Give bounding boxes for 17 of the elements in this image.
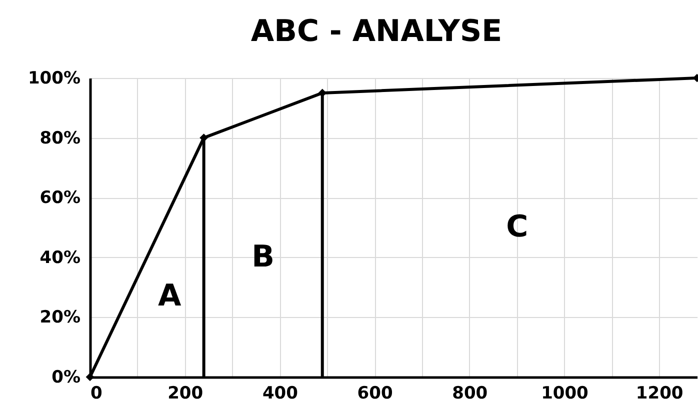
annotation: A: [158, 278, 182, 314]
x-tick-label: 800: [452, 384, 488, 404]
x-tick-label: 600: [357, 384, 393, 404]
y-tick-label: 100%: [28, 68, 80, 88]
y-tick-label: 20%: [40, 308, 80, 328]
y-tick-label: 60%: [40, 188, 80, 208]
x-tick-label: 1000: [541, 384, 589, 404]
annotation: B: [252, 239, 275, 274]
y-tick-label: 40%: [40, 248, 80, 268]
x-tick-label: 400: [262, 384, 298, 404]
annotation: C: [506, 210, 528, 244]
y-tick-label: 80%: [40, 128, 80, 148]
x-tick-label: 0: [90, 384, 102, 404]
y-tick-label: 0%: [52, 368, 80, 388]
x-tick-label: 200: [168, 384, 204, 404]
x-tick-label: 1200: [636, 384, 684, 404]
chart-title: ABC - ANALYSE: [250, 14, 502, 49]
